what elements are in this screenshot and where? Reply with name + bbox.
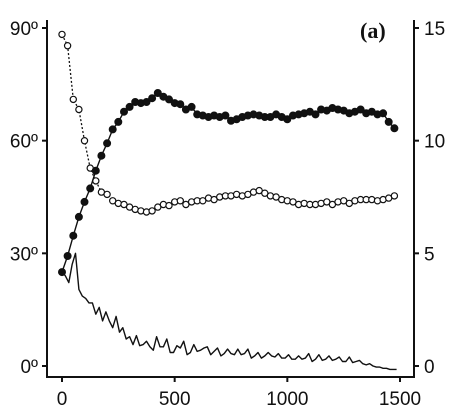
x-tick-label: 0 [57,389,68,410]
axes [46,20,415,378]
data-point [199,197,207,205]
y-left-tick-label: 30º [10,244,38,265]
data-point [63,42,72,50]
data-point [148,207,156,215]
data-point [148,94,157,103]
data-point [221,111,230,120]
data-point [58,30,66,39]
data-point [379,109,388,118]
panel-label: (a) [360,18,386,43]
data-point [390,192,399,200]
data-point [63,252,72,261]
data-point [74,212,83,221]
y-right-tick-label: 15 [424,19,445,40]
open-circle-series [58,30,399,216]
data-point [69,95,78,104]
data-point [142,97,151,106]
data-point [176,100,185,109]
data-point [356,105,365,114]
data-point [176,197,184,205]
y-right-tick-label: 0 [424,357,435,378]
data-point [69,231,78,240]
series-layer [57,30,399,371]
ticks: 0 500 1000 1500 0º 30º 60º 90º 0 5 10 15 [10,19,445,410]
data-point [86,184,95,193]
y-right-tick-label: 5 [424,244,435,265]
data-point [108,125,117,134]
data-point [75,105,83,114]
right-axis-series [61,252,397,371]
data-point [125,102,134,111]
data-point [165,95,174,104]
data-point [97,151,106,160]
data-point [80,197,89,206]
data-point [91,166,100,175]
data-point [390,124,399,133]
data-point [187,102,196,111]
data-point [165,201,173,210]
right-axis-series-line [61,252,397,371]
data-point [114,117,123,126]
y-left-tick-label: 60º [10,132,38,153]
data-point [103,139,112,148]
x-tick-label: 1000 [266,389,308,410]
data-point [80,136,89,145]
data-point [283,115,292,124]
x-tick-label: 500 [159,389,191,410]
data-point [119,107,128,116]
y-right-tick-label: 10 [424,132,445,153]
y-left-tick-label: 90º [10,19,38,40]
x-tick-label: 1500 [379,389,421,410]
filled-circle-series [57,88,399,277]
data-point [384,117,393,126]
y-left-tick-label: 0º [20,357,38,378]
data-point [103,190,111,199]
data-point [153,88,162,97]
data-point [311,110,320,119]
